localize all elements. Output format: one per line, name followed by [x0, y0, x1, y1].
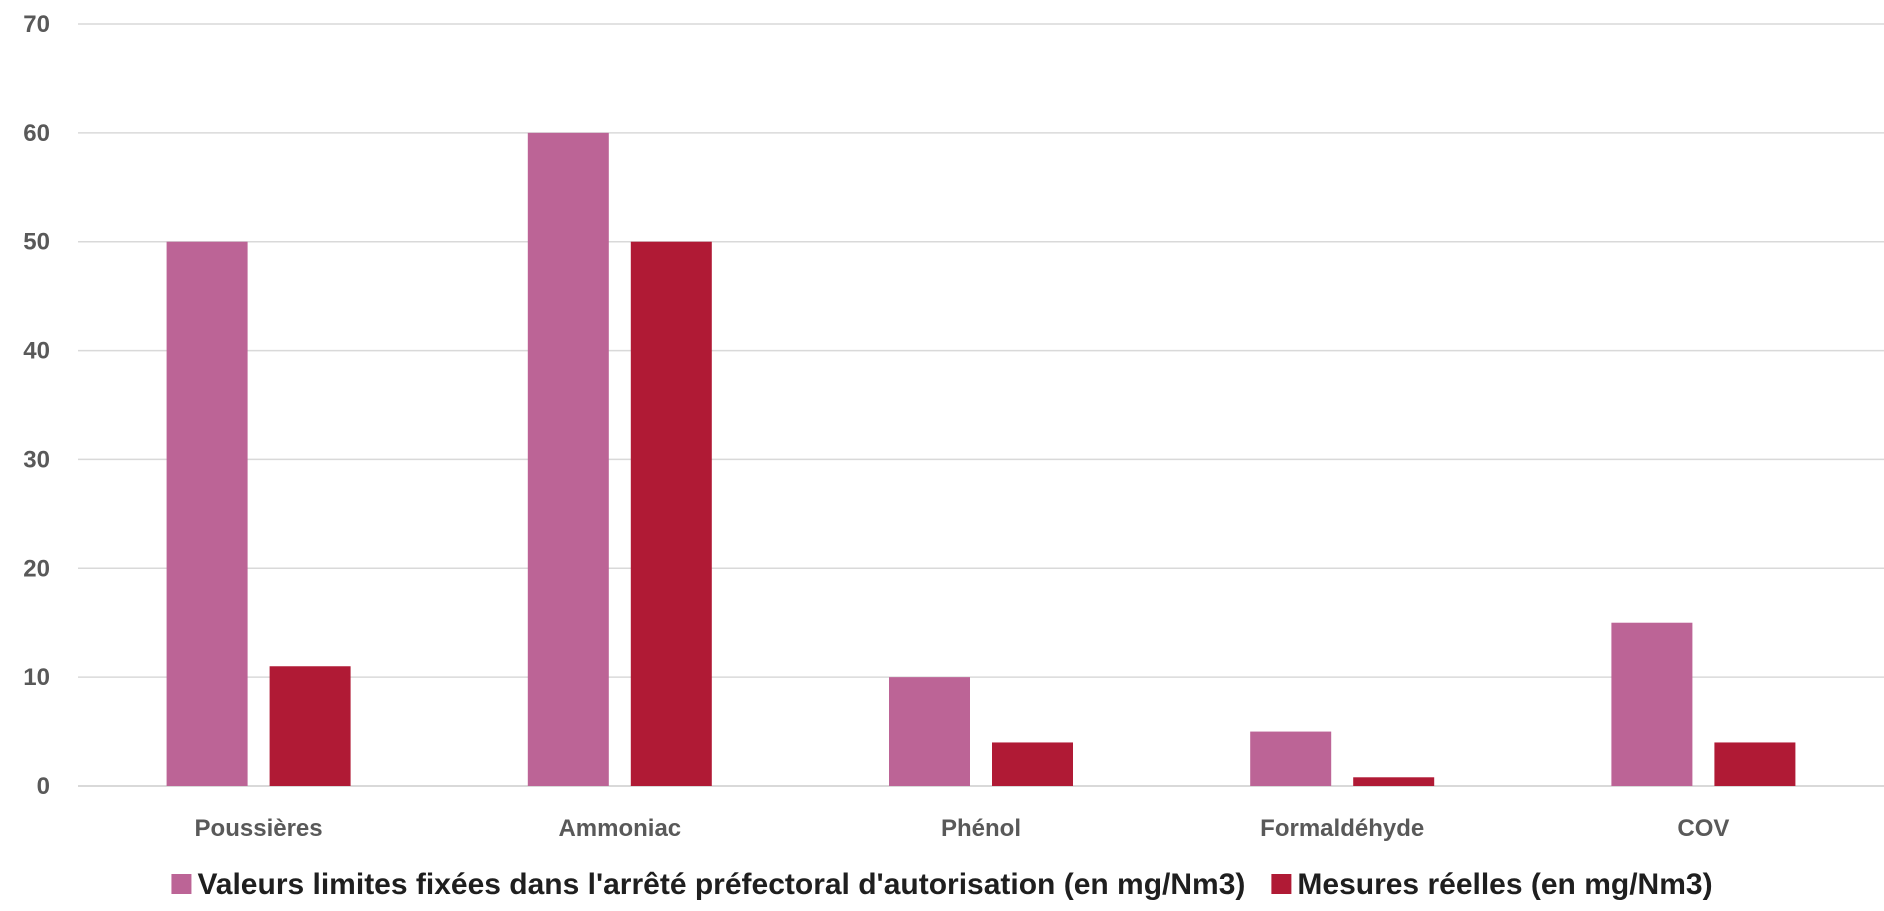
bar-poussières-series-2 [269, 666, 351, 786]
legend-label: Valeurs limites fixées dans l'arrêté pré… [197, 868, 1245, 901]
x-axis-labels: Poussières Ammoniac Phénol Formaldéhyde COV [195, 815, 1730, 842]
bar-poussières-series-1 [166, 241, 248, 786]
gridlines [78, 23, 1884, 787]
x-category-label: Ammoniac [558, 815, 681, 842]
legend-swatch-series-1 [171, 874, 192, 894]
bar-formaldéhyde-series-2 [1353, 777, 1435, 786]
bar-phénol-series-1 [889, 677, 970, 786]
bar-ammoniac-series-1 [527, 132, 609, 786]
legend: Valeurs limites fixées dans l'arrêté pré… [171, 868, 1713, 901]
bars [166, 132, 1796, 786]
x-category-label: COV [1677, 815, 1729, 842]
y-tick-label: 50 [23, 229, 50, 256]
y-tick-label: 30 [23, 446, 50, 473]
y-tick-label: 70 [23, 11, 50, 38]
y-tick-label: 20 [23, 555, 50, 582]
y-tick-label: 60 [23, 120, 50, 147]
y-tick-label: 10 [23, 664, 50, 691]
x-category-label: Poussières [195, 815, 323, 842]
legend-label: Mesures réelles (en mg/Nm3) [1297, 868, 1712, 901]
y-tick-label: 40 [23, 338, 50, 365]
y-axis-ticks: 0 10 20 30 40 50 60 70 [23, 11, 50, 800]
x-category-label: Formaldéhyde [1260, 815, 1424, 842]
y-tick-label: 0 [37, 773, 50, 800]
bar-cov-series-1 [1611, 622, 1693, 786]
legend-swatch-series-2 [1271, 874, 1292, 894]
bar-phénol-series-2 [992, 742, 1073, 786]
bar-cov-series-2 [1714, 742, 1796, 786]
bar-formaldéhyde-series-1 [1250, 731, 1332, 786]
x-category-label: Phénol [941, 815, 1021, 842]
bar-ammoniac-series-2 [630, 241, 712, 786]
